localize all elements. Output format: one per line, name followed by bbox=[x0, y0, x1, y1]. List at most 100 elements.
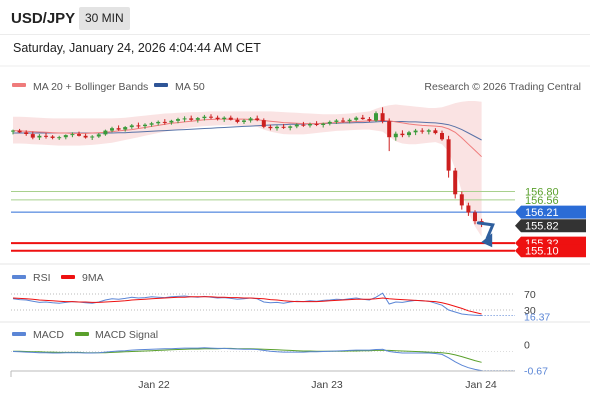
candle-body bbox=[354, 117, 359, 120]
candle bbox=[294, 123, 299, 129]
candle bbox=[380, 107, 385, 124]
candle bbox=[446, 135, 451, 178]
candle-body bbox=[314, 124, 319, 125]
candle-body bbox=[110, 128, 114, 131]
level-label-155-82: 155.82 bbox=[525, 221, 559, 233]
candle bbox=[248, 117, 253, 123]
legend-ma50-swatch bbox=[154, 83, 168, 87]
candle-body bbox=[420, 130, 425, 132]
candle bbox=[143, 123, 147, 129]
x-tick-jan22: Jan 22 bbox=[138, 379, 170, 391]
candle bbox=[242, 119, 246, 124]
candle bbox=[400, 130, 405, 138]
candle bbox=[103, 129, 108, 136]
candle bbox=[275, 125, 279, 131]
snapshot-datetime: Saturday, January 24, 2026 4:04:44 AM CE… bbox=[13, 41, 261, 55]
candle bbox=[301, 121, 306, 127]
candle-body bbox=[116, 128, 121, 130]
rsi-tick-70: 70 bbox=[524, 289, 536, 301]
rsi-9ma-line bbox=[12, 296, 482, 315]
level-tag-155-10 bbox=[515, 244, 586, 258]
candle-body bbox=[83, 135, 88, 138]
candle-body bbox=[37, 135, 42, 138]
candle bbox=[308, 122, 312, 128]
candle-body bbox=[466, 205, 471, 213]
timeframe-button[interactable]: 30 MIN bbox=[79, 7, 130, 30]
macd-panel: MACD MACD Signal 0 -0.67 bbox=[0, 321, 590, 378]
candle bbox=[83, 133, 88, 139]
candle-body bbox=[459, 194, 464, 206]
candle bbox=[116, 125, 121, 131]
candle-body bbox=[195, 118, 200, 120]
candle bbox=[17, 128, 22, 133]
candle bbox=[90, 135, 95, 140]
candle-body bbox=[413, 130, 418, 133]
candle bbox=[156, 120, 161, 126]
candle-body bbox=[209, 116, 213, 118]
level-label-156-80: 156.80 bbox=[525, 187, 559, 199]
candle-body bbox=[426, 130, 431, 132]
bollinger-band-area bbox=[13, 101, 482, 237]
candle-body bbox=[44, 135, 48, 137]
candle-body bbox=[393, 133, 398, 138]
candles bbox=[11, 107, 484, 228]
candle bbox=[30, 131, 35, 140]
candle bbox=[433, 128, 438, 135]
candle-body bbox=[301, 124, 306, 126]
candle-body bbox=[228, 117, 233, 120]
candle-body bbox=[30, 134, 35, 138]
legend-macd-signal-label: MACD Signal bbox=[95, 329, 158, 341]
candle bbox=[195, 117, 200, 123]
candle bbox=[459, 191, 464, 210]
candle bbox=[123, 126, 128, 132]
candle-body bbox=[294, 124, 299, 127]
candle bbox=[129, 124, 134, 129]
candle bbox=[453, 167, 458, 199]
candle bbox=[426, 128, 431, 135]
macd-line bbox=[12, 347, 482, 372]
candle bbox=[354, 116, 359, 122]
candle bbox=[261, 118, 266, 129]
candle bbox=[407, 130, 411, 138]
candle-body bbox=[400, 133, 405, 136]
candle-body bbox=[407, 132, 411, 136]
candle bbox=[202, 114, 207, 121]
candle-body bbox=[96, 134, 101, 137]
rsi-current-value: 16.37 bbox=[524, 312, 550, 324]
candle-body bbox=[268, 126, 273, 129]
candle-body bbox=[169, 120, 174, 123]
candle-body bbox=[50, 136, 55, 138]
candle bbox=[11, 129, 15, 135]
candle bbox=[37, 134, 42, 140]
candle bbox=[149, 121, 154, 127]
candle-body bbox=[321, 123, 326, 125]
candle-body bbox=[288, 126, 293, 128]
candle bbox=[321, 122, 326, 128]
candle-body bbox=[103, 130, 108, 135]
legend-rsi-label: RSI bbox=[33, 272, 51, 284]
candle bbox=[367, 117, 372, 122]
macd-tick-0: 0 bbox=[524, 340, 530, 352]
candle-body bbox=[57, 137, 62, 139]
candle bbox=[466, 202, 471, 216]
candle-body bbox=[433, 130, 438, 134]
candle-body bbox=[446, 139, 451, 171]
x-tick-jan23: Jan 23 bbox=[311, 379, 343, 391]
candle bbox=[176, 117, 180, 124]
candle bbox=[268, 124, 273, 131]
candle bbox=[327, 120, 332, 126]
forecast-arrow bbox=[476, 221, 495, 248]
candle-body bbox=[235, 119, 240, 122]
candle bbox=[228, 115, 233, 121]
candle-body bbox=[360, 117, 365, 120]
legend-ma20-label: MA 20 + Bollinger Bands bbox=[33, 81, 148, 93]
candle bbox=[413, 128, 418, 136]
candle bbox=[209, 114, 213, 120]
candle-body bbox=[77, 134, 81, 136]
candle-body bbox=[215, 117, 220, 120]
candle-body bbox=[11, 130, 15, 132]
time-axis: Jan 22 Jan 23 Jan 24 bbox=[10, 370, 515, 391]
candle bbox=[314, 121, 319, 127]
